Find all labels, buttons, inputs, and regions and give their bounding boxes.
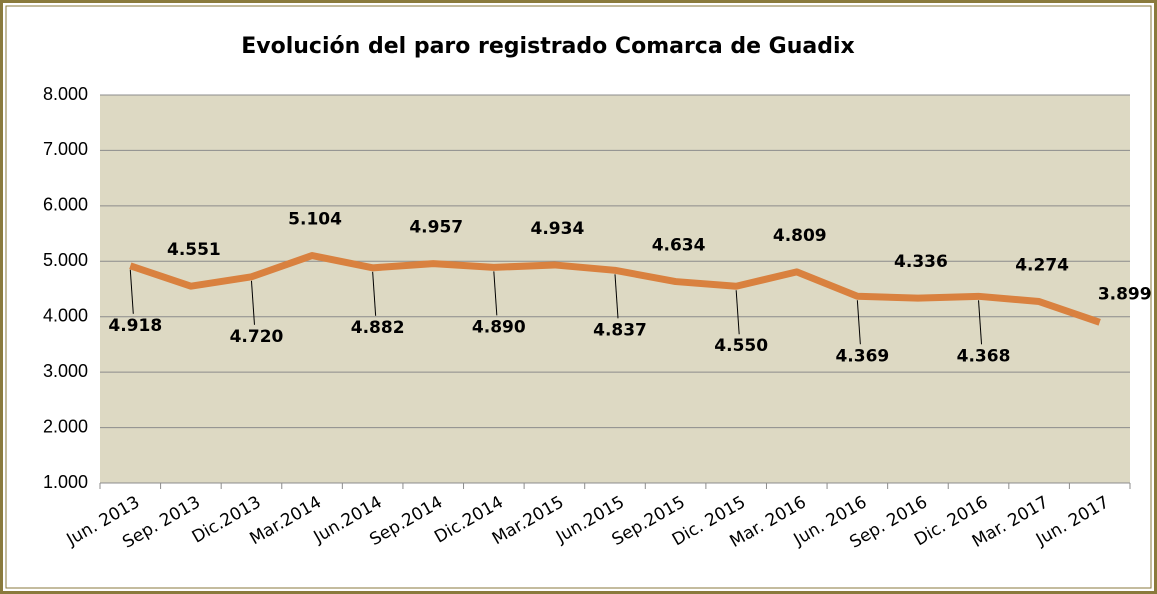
- y-tick-label: 5.000: [43, 250, 88, 270]
- leader-line: [129, 269, 134, 314]
- data-line: [129, 252, 1101, 326]
- leader-line: [856, 300, 861, 345]
- data-label: 4.550: [714, 336, 768, 356]
- y-tick-label: 1.000: [43, 472, 88, 492]
- data-label: 4.934: [531, 219, 585, 239]
- y-tick-label: 7.000: [43, 139, 88, 159]
- leader-line: [978, 300, 983, 345]
- y-tick-label: 3.000: [43, 361, 88, 381]
- data-label: 4.918: [108, 316, 162, 336]
- data-label: 4.634: [652, 236, 706, 256]
- data-label: 4.957: [409, 218, 463, 238]
- y-tick-label: 2.000: [43, 416, 88, 436]
- data-label: 5.104: [288, 210, 342, 230]
- data-label: 4.369: [835, 346, 889, 366]
- y-tick-label: 4.000: [43, 305, 88, 325]
- inner-frame: [5, 5, 1152, 589]
- data-label: 4.551: [167, 240, 221, 260]
- chart-title: Evolución del paro registrado Comarca de…: [241, 34, 854, 59]
- data-label: 4.336: [894, 252, 948, 272]
- leader-line: [493, 271, 498, 316]
- leader-line: [250, 280, 255, 325]
- leader-line: [614, 274, 619, 319]
- y-tick-label: 6.000: [43, 195, 88, 215]
- data-label: 4.882: [351, 318, 405, 338]
- data-label: 4.837: [593, 320, 647, 340]
- y-tick-label: 8.000: [43, 84, 88, 104]
- data-label: 4.890: [472, 317, 526, 337]
- data-label: 4.274: [1015, 256, 1069, 276]
- plot-area: [100, 95, 1130, 483]
- data-label: 4.809: [773, 226, 827, 246]
- data-label: 4.720: [230, 327, 284, 347]
- leader-line: [735, 290, 740, 335]
- data-label: 3.899: [1098, 284, 1152, 304]
- leader-line: [372, 271, 377, 316]
- data-label: 4.368: [957, 346, 1011, 366]
